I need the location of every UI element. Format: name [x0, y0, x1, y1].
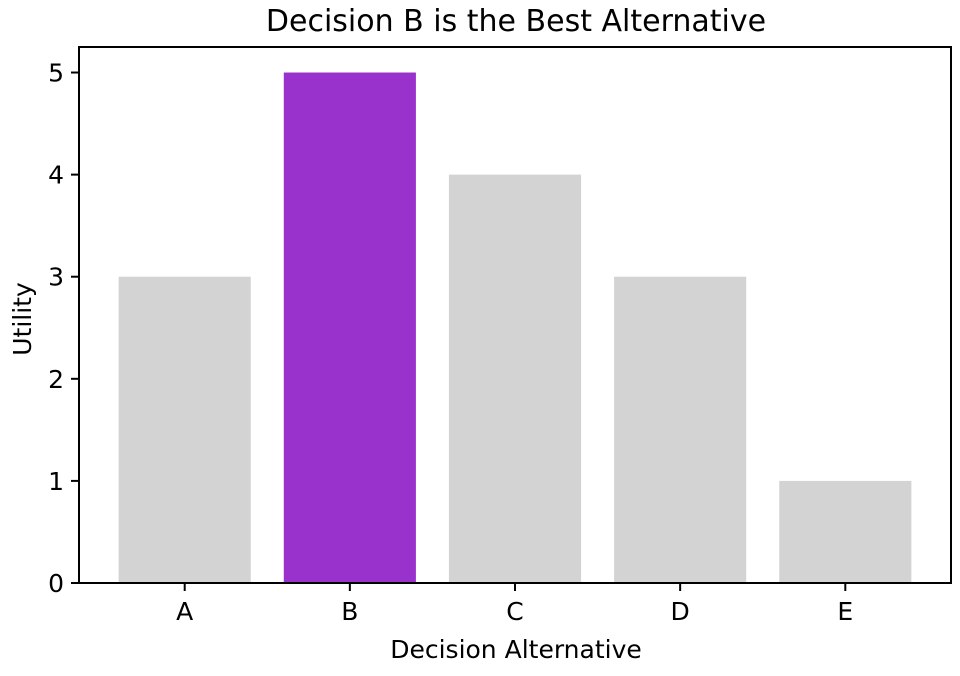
x-tick-label-b: B: [341, 597, 358, 626]
bar-d: [614, 276, 747, 583]
bar-c: [448, 174, 582, 583]
bar-a: [118, 276, 251, 583]
x-axis-label: Decision Alternative: [390, 635, 642, 664]
y-tick-label-3: 3: [48, 263, 64, 292]
y-axis-label: Utility: [8, 282, 37, 356]
x-tick-label-e: E: [837, 597, 853, 626]
y-tick-label-5: 5: [48, 59, 64, 88]
plot-area: A B C D E 0 1 2 3 4 5: [48, 46, 952, 626]
bar-e: [779, 480, 912, 583]
y-tick-label-4: 4: [48, 161, 64, 190]
y-tick-label-2: 2: [48, 365, 64, 394]
x-tick-label-c: C: [506, 597, 523, 626]
y-tick-label-0: 0: [48, 569, 64, 598]
bar-b: [283, 72, 416, 584]
y-tick-label-1: 1: [48, 467, 64, 496]
chart-title: Decision B is the Best Alternative: [266, 4, 766, 39]
x-tick-label-d: D: [671, 597, 690, 626]
x-tick-label-a: A: [176, 597, 193, 626]
